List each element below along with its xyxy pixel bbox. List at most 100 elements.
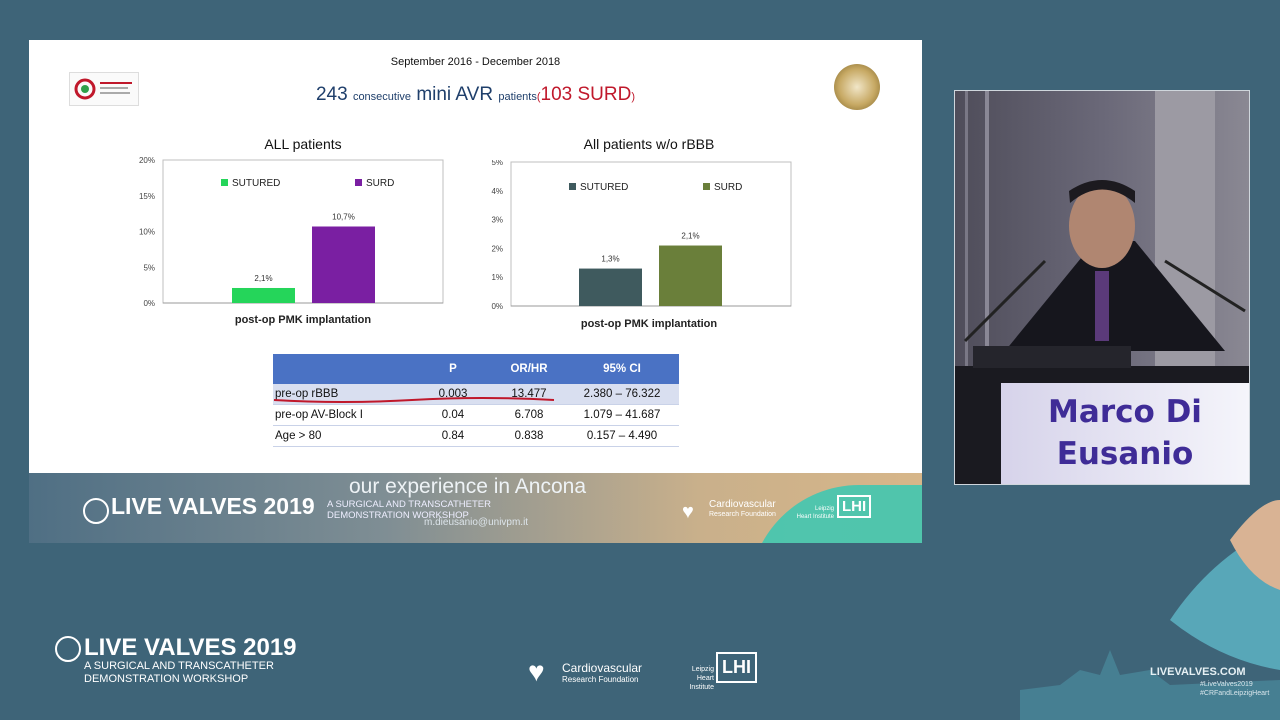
data-label: 2,1% <box>681 232 699 241</box>
live-valves-logo-icon <box>55 636 81 662</box>
society-logo <box>69 72 139 106</box>
speaker-name-line2: Eusanio <box>1056 436 1194 472</box>
y-tick-label: 0% <box>143 299 155 308</box>
bar-sutured <box>232 287 295 303</box>
bottom-lhi-logo: LHI <box>716 652 757 683</box>
table-row: pre-op AV-Block I 0.04 6.708 1.079 – 41.… <box>273 404 679 426</box>
speaker-video: Marco Di Eusanio <box>954 90 1250 485</box>
study-period: September 2016 - December 2018 <box>390 56 561 68</box>
heart-valve-icon <box>83 498 109 524</box>
table-header-or: OR/HR <box>493 354 565 384</box>
data-label: 10,7% <box>332 212 355 221</box>
bottom-hashtags: #LiveValves2019 #CRFandLeipzigHeart <box>1200 680 1270 698</box>
cv-line2: Research Foundation <box>709 511 776 518</box>
headline-mini-avr: mini AVR <box>416 84 494 105</box>
data-label: 2,1% <box>254 274 272 283</box>
speaker-podium-screen: Marco Di Eusanio <box>1001 383 1249 484</box>
headline-close-paren: ) <box>631 91 636 103</box>
table-cell: 0.003 <box>413 384 493 405</box>
bar-sutured <box>579 268 642 306</box>
legend-label: SURD <box>366 178 394 189</box>
legend-swatch <box>703 183 710 190</box>
lhi-text: Leipzig Heart Institute <box>794 505 834 521</box>
bottom-lhi-text: Leipzig Heart Institute <box>672 665 714 692</box>
speaker-name-line1: Marco Di <box>1048 394 1202 430</box>
table-row: Age > 80 0.84 0.838 0.157 – 4.490 <box>273 425 679 447</box>
cv-heart-icon: ♥ <box>528 656 545 687</box>
slide-footer-banner: our experience in Ancona LIVE VALVES 201… <box>29 473 922 543</box>
bottom-lhi-line1: Leipzig <box>691 666 714 673</box>
table-cell: 0.838 <box>493 425 565 447</box>
chart2-title: All patients w/o rBBB <box>583 136 715 152</box>
legend-label: SUTURED <box>232 178 280 189</box>
chart2-xlabel: post-op PMK implantation <box>580 318 718 330</box>
y-tick-label: 10% <box>139 228 155 237</box>
plot-area <box>162 159 444 304</box>
bottom-subtitle: A SURGICAL AND TRANSCATHETER DEMONSTRATI… <box>84 660 274 686</box>
bar-surd <box>659 245 722 306</box>
lhi-logo: LHI <box>837 495 872 518</box>
heart-hands-icon: ♥ <box>682 501 694 523</box>
table-cell: 0.84 <box>413 425 493 447</box>
bottom-cv-line2: Research Foundation <box>562 675 639 684</box>
cv-logo-text: Cardiovascular Research Foundation <box>709 500 776 520</box>
university-seal-icon <box>834 64 880 110</box>
table-row: pre-op rBBB 0.003 13.477 2.380 – 76.322 <box>273 384 679 405</box>
plot-area <box>510 161 792 307</box>
table-cell: Age > 80 <box>273 425 413 447</box>
footer-experience: our experience in Ancona <box>349 475 586 498</box>
presentation-slide: September 2016 - December 2018 243 conse… <box>29 40 922 543</box>
bottom-hashtag1: #LiveValves2019 <box>1200 681 1253 688</box>
legend-label: SUTURED <box>580 182 628 193</box>
slide-headline: 243 consecutive mini AVR patients(103 SU… <box>29 84 922 106</box>
regression-table: P OR/HR 95% CI pre-op rBBB 0.003 13.477 … <box>273 354 679 447</box>
headline-surd-count: 103 SURD <box>540 84 632 105</box>
legend-swatch <box>221 179 228 186</box>
y-tick-label: 15% <box>139 192 155 201</box>
table-cell: 6.708 <box>493 404 565 426</box>
bottom-cv-text: Cardiovascular Research Foundation <box>562 662 642 686</box>
footer-subtitle: A SURGICAL AND TRANSCATHETER DEMONSTRATI… <box>327 499 491 521</box>
table-header-ci: 95% CI <box>565 354 679 384</box>
bottom-subtitle-line1: A SURGICAL AND TRANSCATHETER <box>84 660 274 672</box>
headline-word-patients: patients <box>498 91 537 103</box>
chart1-title: ALL patients <box>264 136 342 152</box>
y-tick-label: 20% <box>139 156 155 165</box>
bottom-lhi-line2: Heart Institute <box>689 675 714 691</box>
table-cell: 0.04 <box>413 404 493 426</box>
bottom-hashtag2: #CRFandLeipzigHeart <box>1200 690 1270 697</box>
y-tick-label: 0% <box>491 302 503 310</box>
bottom-brand: LIVE VALVES 2019 <box>84 634 297 661</box>
data-label: 1,3% <box>601 255 619 264</box>
legend-label: SURD <box>714 182 742 193</box>
chart1-xlabel: post-op PMK implantation <box>234 314 372 326</box>
table-header-p: P <box>413 354 493 384</box>
lhi-line1: Leipzig <box>814 506 834 512</box>
bottom-cv-line1: Cardiovascular <box>562 661 643 675</box>
y-tick-label: 3% <box>491 216 503 225</box>
footer-email: m.dieusanio@univpm.it <box>424 517 529 528</box>
legend-swatch <box>569 183 576 190</box>
legend-swatch <box>355 179 362 186</box>
footer-subtitle-line1: A SURGICAL AND TRANSCATHETER <box>327 499 491 510</box>
footer-brand: LIVE VALVES 2019 <box>111 493 315 519</box>
speaker-name: Marco Di Eusanio <box>1001 391 1249 475</box>
headline-count: 243 <box>315 84 348 105</box>
y-tick-label: 5% <box>491 160 503 167</box>
y-tick-label: 1% <box>491 273 503 282</box>
table-cell: pre-op AV-Block I <box>273 404 413 426</box>
table-header-blank <box>273 354 413 384</box>
chart2-svg: 0% 1% 2% 3% 4% 5% 1,3% 2,1% SUTURED SURD <box>491 160 792 310</box>
society-logo-icon <box>74 78 132 100</box>
table-cell: 1.079 – 41.687 <box>565 404 679 426</box>
bottom-url: LIVEVALVES.COM <box>1150 666 1246 678</box>
lhi-line2: Heart Institute <box>796 514 834 520</box>
bar-surd <box>312 226 375 303</box>
headline-open-paren: ( <box>536 91 541 103</box>
y-tick-label: 5% <box>143 263 155 272</box>
table-cell: 2.380 – 76.322 <box>565 384 679 405</box>
table-cell: 0.157 – 4.490 <box>565 425 679 447</box>
table-cell: pre-op rBBB <box>273 384 413 405</box>
headline-word-consecutive: consecutive <box>352 91 412 103</box>
table-header-row: P OR/HR 95% CI <box>273 354 679 384</box>
